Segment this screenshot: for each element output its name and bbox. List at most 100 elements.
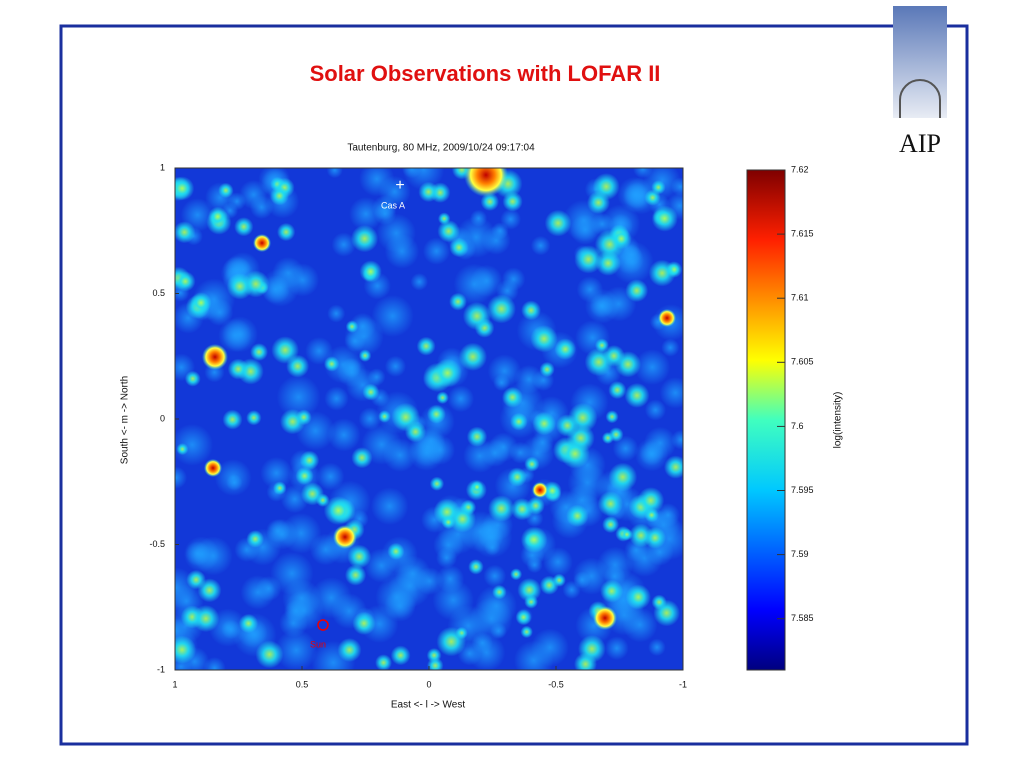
heatmap-texture: [197, 578, 222, 603]
heatmap-texture: [383, 438, 417, 472]
heatmap-texture: [327, 304, 346, 323]
heatmap-texture: [670, 177, 683, 197]
heatmap-texture: [449, 237, 469, 258]
heatmap-texture: [484, 539, 501, 556]
heatmap-texture: [205, 298, 234, 327]
heatmap-texture: [554, 338, 577, 360]
y-axis-label: South <- m -> North: [120, 376, 131, 464]
heatmap-texture: [520, 625, 533, 639]
heatmap-texture: [222, 409, 243, 430]
heatmap-texture: [253, 234, 271, 252]
heatmap-texture: [352, 611, 376, 636]
heatmap-texture: [255, 640, 284, 669]
heatmap-texture: [539, 361, 555, 378]
heatmap-texture: [227, 358, 249, 380]
heatmap-texture: [593, 606, 617, 630]
heatmap-texture: [295, 409, 312, 426]
heatmap-texture: [433, 358, 463, 388]
heatmap-texture: [651, 180, 666, 195]
heatmap-texture: [478, 520, 500, 541]
heatmap-texture: [514, 364, 544, 394]
cas-a-marker: +: [395, 177, 404, 194]
x-tick-label: 0: [426, 679, 431, 689]
chart-title: Tautenburg, 80 MHz, 2009/10/24 09:17:04: [347, 143, 535, 154]
heatmap-texture: [324, 386, 349, 411]
logo-image: [893, 6, 947, 118]
heatmap-texture: [517, 577, 542, 602]
heatmap-texture: [648, 259, 676, 287]
heatmap-texture: [371, 294, 414, 338]
colorbar-tick-label: 7.605: [791, 357, 814, 367]
x-tick-label: -1: [679, 679, 687, 689]
heatmap-texture: [295, 466, 314, 486]
y-tick-label: -0.5: [149, 539, 165, 549]
heatmap-texture: [483, 564, 507, 588]
heatmap-texture: [515, 609, 532, 626]
heatmap-texture: [542, 481, 562, 501]
heatmap-texture: [218, 318, 252, 353]
heatmap-texture: [347, 544, 372, 569]
heatmap-texture: [480, 192, 500, 211]
heatmap-texture: [612, 435, 639, 462]
heatmap-texture: [426, 404, 446, 424]
heatmap-texture: [345, 320, 359, 333]
heatmap-texture: [349, 312, 377, 340]
heatmap-texture: [466, 426, 488, 447]
heatmap-texture: [358, 349, 372, 362]
heatmap-texture: [622, 607, 658, 643]
heatmap-texture: [246, 530, 265, 548]
heatmap-texture: [276, 375, 321, 420]
heatmap-texture: [524, 456, 540, 472]
heatmap-texture: [544, 209, 572, 237]
heatmap-texture: [326, 168, 343, 179]
heatmap-texture: [634, 349, 671, 386]
y-tick-label: 0: [160, 413, 165, 423]
heatmap-texture: [620, 528, 633, 541]
heatmap-texture: [435, 547, 458, 569]
heatmap-texture: [608, 380, 627, 400]
heatmap-texture: [359, 260, 382, 283]
heatmap-texture: [625, 584, 651, 610]
heatmap-texture: [358, 407, 382, 431]
heatmap-texture: [520, 526, 548, 554]
heatmap-texture: [388, 564, 432, 608]
heatmap-texture: [441, 515, 456, 530]
heatmap-texture: [448, 505, 476, 533]
annotation: Cas A: [381, 200, 405, 210]
heatmap-texture: [447, 385, 475, 413]
heatmap-texture: [509, 412, 528, 431]
colorbar-tick-label: 7.62: [791, 164, 809, 174]
heatmap-texture: [436, 626, 467, 657]
heatmap-texture: [202, 344, 228, 370]
heatmap-texture: [567, 462, 608, 503]
heatmap-texture: [175, 635, 197, 664]
heatmap-texture: [469, 209, 488, 227]
heatmap-texture: [502, 386, 524, 408]
heatmap-texture: [277, 222, 296, 242]
heatmap-texture: [410, 273, 429, 291]
heatmap-texture: [470, 480, 484, 494]
colorbar-tick-label: 7.6: [791, 421, 804, 431]
heatmap-texture: [594, 338, 610, 353]
heatmap-texture: [238, 613, 259, 634]
y-tick-label: 0.5: [152, 288, 165, 298]
heatmap-texture: [532, 482, 548, 498]
heatmap-texture: [526, 496, 545, 515]
heatmap-texture: [648, 638, 666, 657]
heatmap-texture: [637, 487, 665, 514]
heatmap-texture: [208, 206, 228, 227]
x-tick-label: 0.5: [296, 679, 309, 689]
heatmap-texture: [370, 487, 409, 526]
heatmap-texture: [480, 438, 510, 468]
heatmap-texture: [344, 564, 367, 586]
heatmap-texture: [372, 195, 397, 221]
heatmap-texture: [327, 418, 361, 452]
heatmap-texture: [401, 168, 422, 179]
heatmap-texture: [521, 300, 541, 321]
heatmap-texture: [390, 645, 411, 666]
heatmap-texture: [658, 309, 676, 327]
heatmap-texture: [351, 447, 373, 469]
heatmap-texture: [418, 181, 439, 203]
heatmap-texture: [260, 456, 293, 490]
heatmap-texture: [604, 636, 629, 661]
